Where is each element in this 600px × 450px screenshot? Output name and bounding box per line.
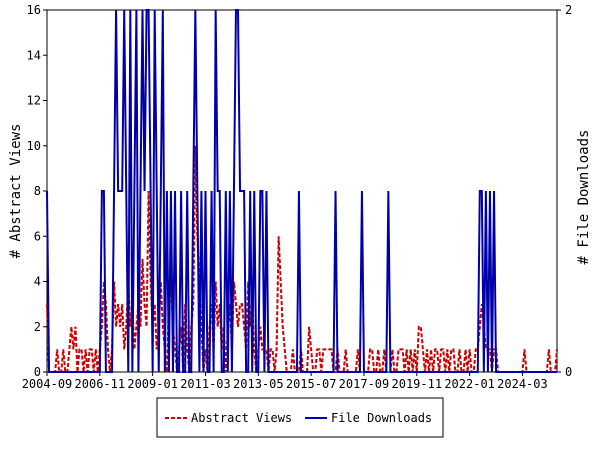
x-tick-label: 2024-03 bbox=[497, 377, 548, 391]
x-tick-label: 2017-09 bbox=[339, 377, 390, 391]
y-tick-label: 12 bbox=[27, 94, 41, 108]
y2-tick-label: 0 bbox=[565, 365, 572, 379]
y-axis-label: # Abstract Views bbox=[8, 124, 24, 259]
series-line bbox=[46, 145, 558, 373]
x-tick-label: 2013-05 bbox=[233, 377, 284, 391]
legend-box bbox=[156, 397, 444, 438]
legend-label: Abstract Views bbox=[191, 411, 292, 425]
y-tick-label: 8 bbox=[34, 184, 41, 198]
y-tick-label: 4 bbox=[34, 275, 41, 289]
y-tick-label: 16 bbox=[27, 3, 41, 17]
y-tick-label: 10 bbox=[27, 139, 41, 153]
x-tick-label: 2011-03 bbox=[180, 377, 231, 391]
x-tick-label: 2022-01 bbox=[444, 377, 495, 391]
y-tick-label: 14 bbox=[27, 48, 41, 62]
y-tick-label: 0 bbox=[34, 365, 41, 379]
y-tick-label: 6 bbox=[34, 229, 41, 243]
x-tick-label: 2019-11 bbox=[392, 377, 443, 391]
legend-label: File Downloads bbox=[331, 411, 432, 425]
y2-tick-label: 2 bbox=[565, 3, 572, 17]
x-tick-label: 2004-09 bbox=[22, 377, 73, 391]
x-tick-label: 2006-11 bbox=[75, 377, 126, 391]
x-tick-label: 2015-07 bbox=[286, 377, 337, 391]
y-tick-label: 2 bbox=[34, 320, 41, 334]
x-tick-label: 2009-01 bbox=[127, 377, 178, 391]
y2-axis-label: # File Downloads bbox=[576, 130, 592, 265]
series-line bbox=[46, 9, 557, 373]
